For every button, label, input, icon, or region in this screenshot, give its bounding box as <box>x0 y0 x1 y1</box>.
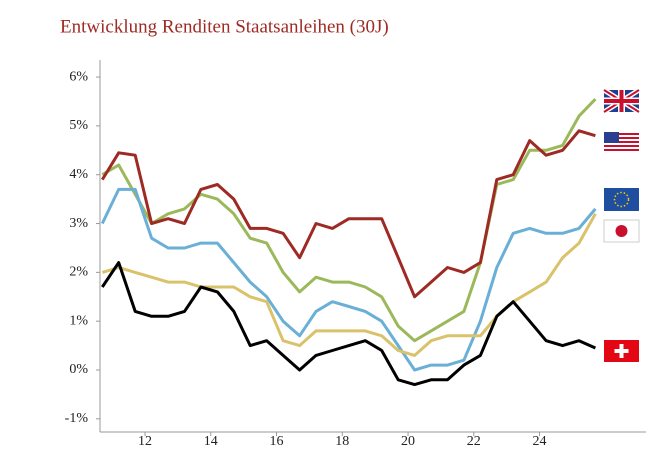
chart-title: Entwicklung Renditen Staatsanleihen (30J… <box>60 16 389 37</box>
series-line <box>100 187 597 372</box>
y-tick-label: 4% <box>69 167 88 182</box>
flag-uk <box>602 87 641 115</box>
x-tick-label: 14 <box>204 434 218 449</box>
x-tick-label: 22 <box>467 434 481 449</box>
series-line <box>101 213 597 357</box>
flag-ch <box>604 340 639 362</box>
x-tick-label: 16 <box>270 434 284 449</box>
series-line <box>101 129 596 299</box>
series-line <box>101 261 597 387</box>
y-tick-label: 3% <box>69 216 88 231</box>
y-tick-label: 1% <box>69 313 88 328</box>
flag-us <box>604 132 639 154</box>
y-tick-label: 6% <box>69 69 88 84</box>
x-tick-label: 12 <box>138 434 152 449</box>
y-tick-label: -1% <box>65 411 89 426</box>
x-tick-label: 18 <box>335 434 349 449</box>
flag-jp <box>603 219 640 243</box>
series-line <box>101 98 597 343</box>
y-tick-label: 0% <box>69 362 88 377</box>
x-tick-label: 20 <box>401 434 415 449</box>
x-tick-label: 24 <box>533 434 547 449</box>
y-tick-label: 5% <box>69 118 88 133</box>
y-tick-label: 2% <box>69 265 88 280</box>
flag-eu <box>604 188 639 211</box>
